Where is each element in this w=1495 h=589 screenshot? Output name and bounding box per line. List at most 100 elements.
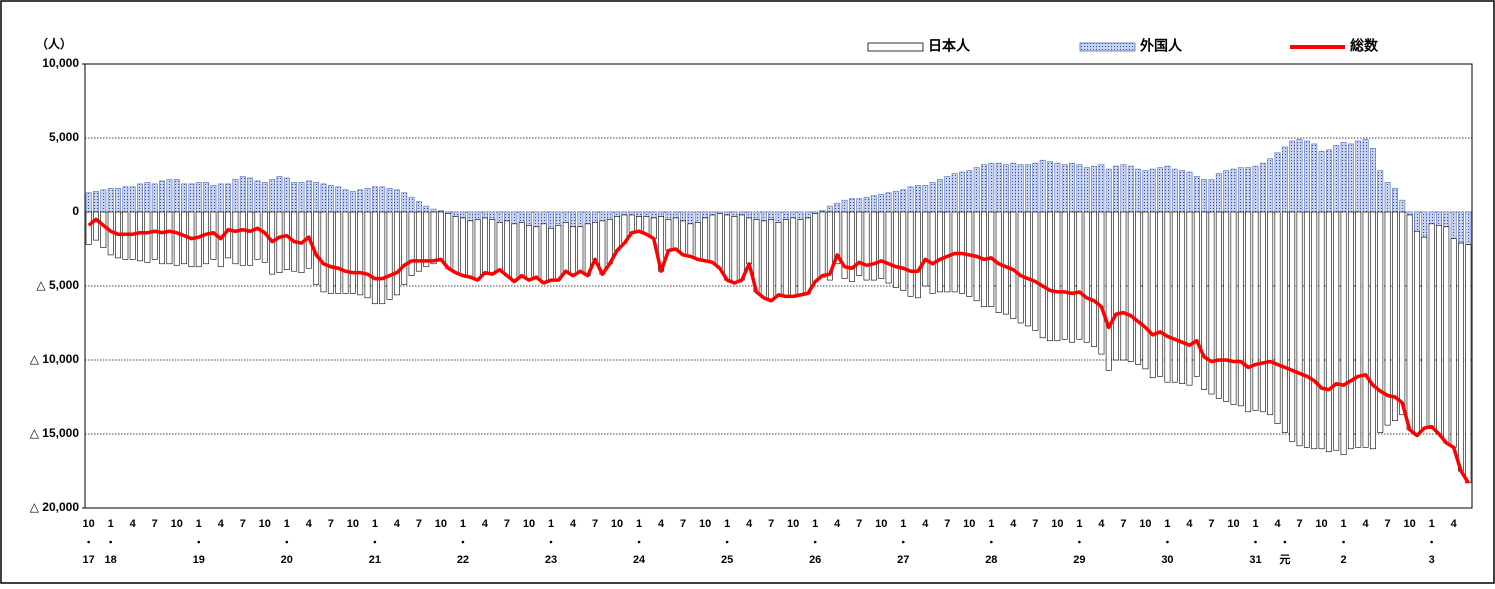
bar	[526, 225, 532, 281]
bar	[643, 211, 650, 217]
bar	[1384, 182, 1391, 213]
bar	[856, 211, 863, 276]
x-tick-label: 7	[328, 518, 334, 530]
bar	[357, 211, 364, 296]
bar	[364, 188, 371, 213]
bar	[1303, 140, 1310, 213]
year-dot	[109, 540, 112, 544]
bar	[386, 211, 393, 300]
x-tick-label: 1	[460, 518, 466, 530]
bar	[1105, 211, 1112, 371]
bar	[1113, 211, 1120, 361]
bar	[342, 211, 349, 294]
bar	[415, 211, 422, 272]
x-tick-label: 4	[1274, 518, 1281, 530]
bar	[1186, 211, 1193, 386]
bar	[459, 217, 466, 276]
bar	[1450, 211, 1457, 239]
legend-label: 日本人	[928, 38, 971, 54]
bar	[1399, 211, 1406, 416]
year-dot	[1342, 540, 1345, 544]
bar	[1406, 214, 1413, 430]
bar	[518, 222, 525, 276]
bar	[1171, 211, 1178, 383]
bar	[1215, 211, 1222, 399]
bar	[1223, 211, 1230, 402]
x-tick-label: 4	[1451, 518, 1458, 530]
bar	[680, 211, 687, 222]
bar	[937, 179, 943, 213]
bar	[276, 211, 283, 273]
bar	[1164, 211, 1171, 383]
bar	[636, 211, 643, 217]
bar	[1421, 236, 1428, 429]
bar	[1098, 211, 1105, 355]
bar	[826, 205, 833, 213]
bar	[1355, 140, 1362, 213]
bar	[1039, 211, 1046, 339]
bar	[760, 211, 767, 222]
bar	[753, 211, 760, 220]
x-tick-label: 4	[1098, 518, 1105, 530]
bar	[548, 211, 554, 229]
bar	[232, 211, 239, 265]
bar	[1076, 211, 1083, 340]
bar	[790, 211, 797, 219]
bar	[1186, 171, 1193, 213]
x-tick-label: 1	[108, 518, 114, 530]
bar	[592, 211, 598, 223]
x-tick-label: 1	[812, 518, 818, 530]
bar	[364, 211, 371, 299]
bar	[239, 211, 246, 266]
y-tick-label: △ 10,000	[30, 352, 80, 366]
bar	[452, 211, 459, 217]
x-year-label: 31	[1249, 554, 1261, 566]
bar	[1384, 211, 1391, 426]
year-dot	[461, 540, 465, 544]
bar	[1047, 161, 1053, 213]
bar	[386, 188, 393, 213]
x-tick-label: 10	[1051, 518, 1063, 530]
bar	[1083, 211, 1090, 343]
x-tick-label: 7	[944, 518, 950, 530]
bar	[1091, 211, 1098, 347]
x-year-label: 20	[281, 554, 293, 566]
bar	[981, 164, 987, 213]
bar	[885, 192, 892, 213]
bar	[716, 213, 723, 269]
x-tick-label: 4	[482, 518, 489, 530]
bar	[1399, 199, 1406, 213]
bar	[614, 216, 620, 251]
bar	[848, 211, 855, 282]
bar	[731, 216, 738, 284]
bar	[1069, 211, 1075, 343]
bar	[892, 211, 899, 288]
bar	[1296, 211, 1303, 447]
bar	[1281, 146, 1288, 213]
bar	[1098, 164, 1105, 213]
bar	[592, 222, 598, 260]
x-tick-label: 4	[1186, 518, 1193, 530]
bar	[459, 211, 466, 219]
x-tick-label: 10	[1227, 518, 1239, 530]
x-year-label: 28	[985, 554, 997, 566]
bar	[349, 190, 356, 213]
bar	[408, 196, 415, 213]
x-tick-label: 7	[240, 518, 246, 530]
bar	[1340, 142, 1347, 213]
year-dot	[1166, 540, 1169, 544]
bar	[1245, 211, 1252, 413]
bar	[533, 226, 540, 278]
bar	[540, 223, 547, 284]
bar	[1201, 179, 1208, 213]
bar	[797, 219, 804, 296]
x-tick-label: 10	[347, 518, 359, 530]
x-tick-label: 10	[435, 518, 447, 530]
bar	[474, 219, 481, 281]
x-year-label: 29	[1073, 554, 1085, 566]
bar	[1017, 164, 1024, 213]
year-dot	[285, 540, 289, 544]
bar	[430, 208, 437, 213]
bar	[1259, 162, 1266, 213]
